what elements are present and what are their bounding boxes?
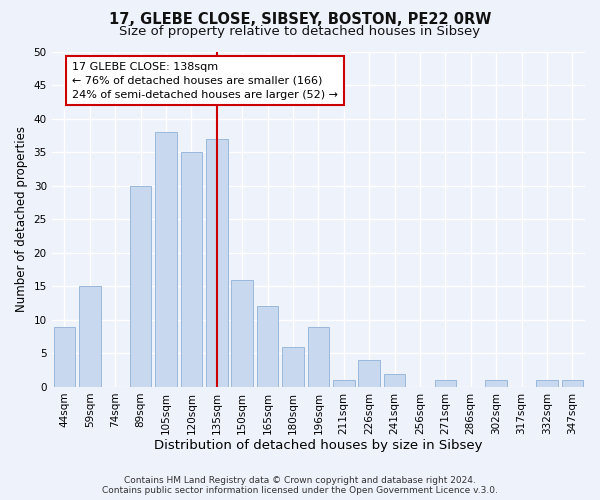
Bar <box>53 326 75 387</box>
Text: Size of property relative to detached houses in Sibsey: Size of property relative to detached ho… <box>119 25 481 38</box>
Bar <box>181 152 202 387</box>
Text: 17, GLEBE CLOSE, SIBSEY, BOSTON, PE22 0RW: 17, GLEBE CLOSE, SIBSEY, BOSTON, PE22 0R… <box>109 12 491 28</box>
Bar <box>232 280 253 387</box>
Bar <box>562 380 583 387</box>
Bar <box>333 380 355 387</box>
Bar <box>282 346 304 387</box>
Bar <box>358 360 380 387</box>
Bar <box>155 132 177 387</box>
X-axis label: Distribution of detached houses by size in Sibsey: Distribution of detached houses by size … <box>154 440 482 452</box>
Bar <box>130 186 151 387</box>
Text: 17 GLEBE CLOSE: 138sqm
← 76% of detached houses are smaller (166)
24% of semi-de: 17 GLEBE CLOSE: 138sqm ← 76% of detached… <box>72 62 338 100</box>
Text: Contains public sector information licensed under the Open Government Licence v.: Contains public sector information licen… <box>102 486 498 495</box>
Bar <box>79 286 101 387</box>
Bar <box>257 306 278 387</box>
Bar <box>308 326 329 387</box>
Bar <box>536 380 557 387</box>
Bar <box>434 380 456 387</box>
Bar <box>206 138 227 387</box>
Bar <box>384 374 406 387</box>
Text: Contains HM Land Registry data © Crown copyright and database right 2024.: Contains HM Land Registry data © Crown c… <box>124 476 476 485</box>
Y-axis label: Number of detached properties: Number of detached properties <box>15 126 28 312</box>
Bar <box>485 380 507 387</box>
